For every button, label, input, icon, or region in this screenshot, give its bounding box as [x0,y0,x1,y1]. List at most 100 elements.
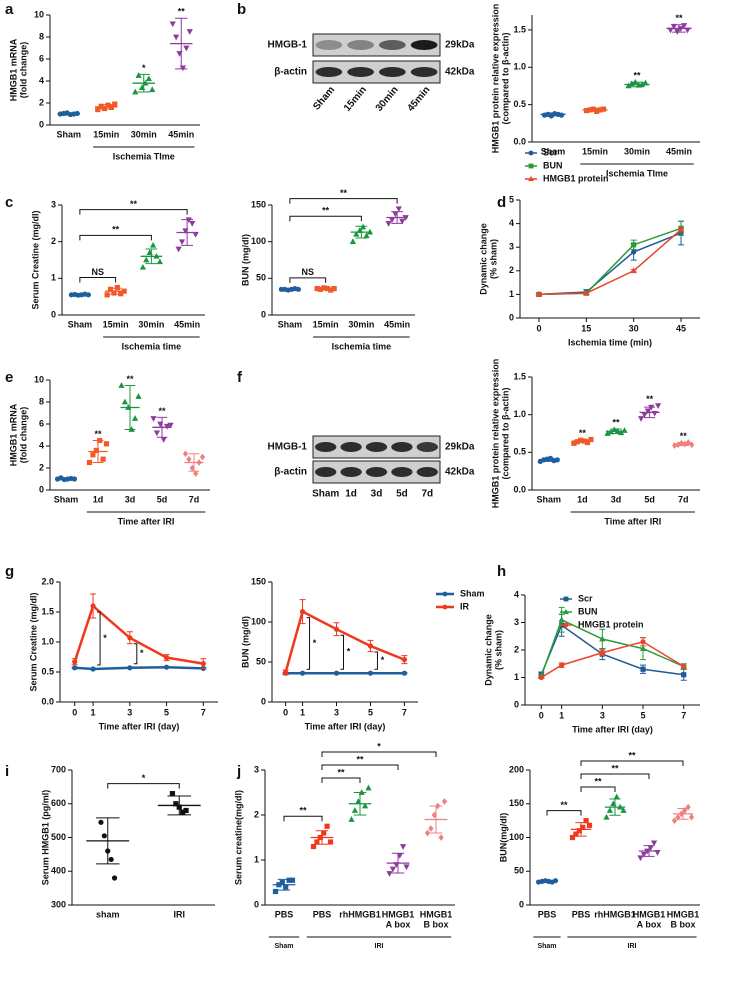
error-bar [543,457,555,462]
x-axis-label: Time after IRI [118,516,175,526]
y-axis-label: Serum Creatine (mg/dl) [30,210,40,309]
y-tick-label: 0.0 [513,484,526,494]
error-bar [575,822,587,837]
y-tick-label: 1.5 [41,606,54,616]
y-tick-label: 700 [51,764,66,774]
x-tick-label: 0 [72,707,77,717]
error-bar [60,477,72,481]
x-tick-label: Sham [537,494,562,504]
blot-band [340,442,362,452]
marker [282,669,289,676]
x-tick-label: 3 [334,707,339,717]
bracket [374,651,378,670]
x-tick-label: PBS [572,909,591,919]
y-tick-label: 6 [39,53,44,63]
y-axis-label: (compared to β-actin) [500,387,510,479]
y-axis-label: HMGB1 protein relative expression [490,4,500,154]
bracket [79,234,152,241]
y-axis-label: (% sham) [488,239,498,279]
marker [631,242,637,248]
significance: * [377,741,381,751]
panel-letter: f [237,369,243,386]
marker [640,666,646,672]
x-tick-label: 15min [582,146,608,156]
marker [365,784,372,791]
marker [637,855,644,862]
error-bar [391,852,405,874]
marker [388,217,396,224]
marker [580,824,586,830]
error-bar [610,428,622,434]
marker [327,839,334,845]
error-bar [319,287,332,290]
series-line [284,609,405,673]
bracket [97,611,101,666]
marker [310,843,317,850]
y-tick-label: 50 [256,273,266,283]
y-tick-label: 10 [34,9,44,19]
lane-label: Sham [312,489,339,500]
y-axis-label: (fold change) [18,407,28,464]
panel-letter: b [237,1,246,18]
marker [183,807,189,814]
significance: NS [91,267,104,277]
x-tick-label: 1 [559,710,564,720]
marker [603,813,610,820]
marker [86,459,93,466]
error-bar [156,416,168,438]
marker [620,807,627,813]
y-axis-label: Serum Creatine (mg/dl) [28,592,38,691]
significance: ** [299,806,307,816]
x-tick-label: 30min [348,319,374,329]
marker [299,609,306,615]
error-bar [167,795,192,816]
x-tick-label: 7 [201,707,206,717]
y-tick-label: 4 [509,218,514,228]
marker [688,813,695,821]
x-axis-label: Time after IRI (day) [572,724,653,734]
significance: ** [579,428,587,438]
marker [600,106,607,112]
x-axis-label: Ischemia TIme [606,168,668,178]
marker [175,246,182,253]
marker [145,75,152,82]
x-tick-label: PBS [538,909,557,919]
x-axis-label: Time after IRI (day) [99,721,180,731]
y-tick-label: 0 [514,699,519,709]
y-tick-label: 1.0 [513,409,526,419]
marker [169,791,176,797]
marker [675,441,681,449]
significance: ** [322,206,330,216]
y-tick-label: 100 [251,236,266,246]
x-tick-label: 3 [600,710,605,720]
marker [314,839,320,845]
y-axis-label: BUN (mg/dl) [240,616,250,668]
significance: ** [94,429,102,439]
marker [563,608,569,615]
lane-label: 5d [396,489,408,500]
error-bar [95,817,120,865]
blot-band [340,467,362,477]
marker [401,670,408,676]
marker [599,635,606,642]
marker [640,639,646,645]
x-tick-label: 45min [168,129,194,139]
y-axis-label: (fold change) [18,42,28,99]
marker [671,817,678,825]
x-tick-label: Sham [56,129,81,139]
x-tick-label: sham [96,909,120,919]
marker [613,793,620,800]
significance: ** [130,199,138,209]
marker [333,626,340,632]
marker [424,829,431,837]
x-axis-label: Ischemia time (min) [568,337,652,347]
marker [631,249,637,255]
marker [108,856,114,863]
significance: * [142,773,146,783]
x-tick-label: 15 [581,323,591,333]
marker [630,267,637,274]
legend-label: Scr [543,147,558,157]
series-line [538,228,682,296]
marker [677,226,685,232]
y-tick-label: 4 [514,589,519,599]
